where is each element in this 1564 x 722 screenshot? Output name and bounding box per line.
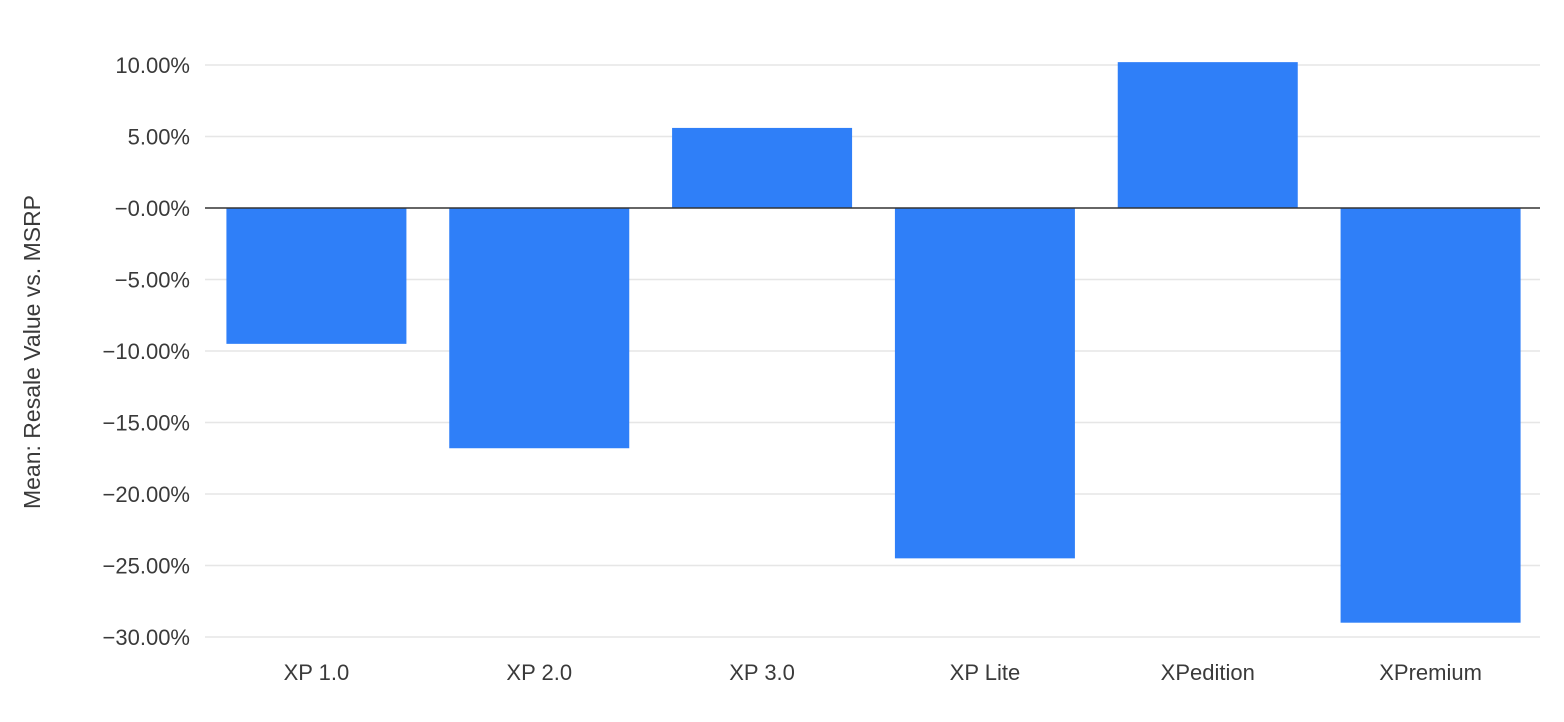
bar-xpedition <box>1117 62 1298 208</box>
y-axis-title: Mean: Resale Value vs. MSRP <box>19 195 45 509</box>
y-axis-ticks: 10.00% 5.00% −0.00% −5.00% −10.00% −15.00% −20… <box>103 53 190 650</box>
bar-xp-1-0 <box>226 208 407 344</box>
y-tick-label: −0.00% <box>115 196 190 221</box>
bar-xp-3-0 <box>672 127 853 208</box>
y-tick-label: −5.00% <box>115 268 190 293</box>
y-tick-label: −15.00% <box>103 411 190 436</box>
x-tick-label: XP 1.0 <box>284 660 350 685</box>
y-tick-label: 10.00% <box>115 53 190 78</box>
y-tick-label: −10.00% <box>103 339 190 364</box>
y-tick-label: −30.00% <box>103 625 190 650</box>
bar-xp-lite <box>894 208 1075 559</box>
x-axis-ticks: XP 1.0 XP 2.0 XP 3.0 XP Lite XPedition XPremi… <box>284 660 1482 685</box>
bar-xpremium <box>1340 208 1521 623</box>
bar-xp-2-0 <box>449 208 630 449</box>
x-tick-label: XPedition <box>1161 660 1255 685</box>
y-tick-label: −20.00% <box>103 482 190 507</box>
x-tick-label: XP 3.0 <box>729 660 795 685</box>
x-tick-label: XP 2.0 <box>506 660 572 685</box>
y-tick-label: 5.00% <box>128 125 190 150</box>
y-tick-label: −25.00% <box>103 554 190 579</box>
grid-lines <box>205 64 1540 638</box>
x-tick-label: XPremium <box>1379 660 1482 685</box>
bars <box>226 62 1521 623</box>
x-tick-label: XP Lite <box>950 660 1021 685</box>
